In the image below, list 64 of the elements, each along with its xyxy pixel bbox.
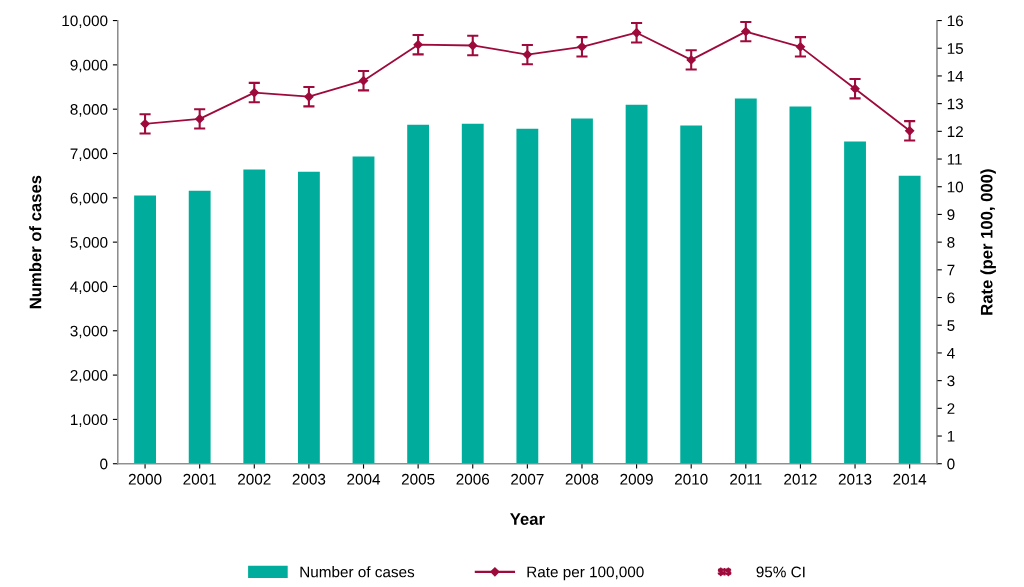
y2-tick-label: 15 [947, 43, 964, 54]
bar [243, 169, 266, 464]
x-axis-title: Year [510, 513, 545, 525]
y-tick-label: 7,000 [70, 148, 108, 161]
y-tick-label: 1,000 [70, 414, 108, 427]
y-tick-label: 2,000 [70, 369, 108, 383]
y-tick-label: 8,000 [70, 104, 108, 117]
x-tick-label: 2011 [730, 473, 762, 485]
y2-tick-label: 7 [947, 264, 955, 276]
bar [625, 104, 648, 464]
y2-tick-label: 8 [947, 237, 955, 248]
y2-tick-label: 0 [947, 458, 955, 470]
x-tick-label: 2009 [620, 473, 653, 485]
legend-label: Number of cases [300, 566, 415, 578]
x-tick-label: 2004 [347, 473, 381, 485]
x-tick-label: 2007 [511, 473, 544, 485]
y2-tick-label: 14 [947, 70, 964, 82]
text: 95% CI [756, 566, 805, 578]
x-tick-label: 2014 [893, 473, 927, 485]
y2-tick-label: 3 [947, 375, 955, 387]
y-tick-label: 4,000 [70, 281, 108, 294]
x-tick-label: 2001 [183, 473, 216, 485]
y-tick-label: 5,000 [70, 237, 108, 250]
bar [844, 141, 866, 464]
bar [680, 125, 703, 464]
legend-label: Rate per 100,000 [527, 566, 644, 581]
x-tick-label: 2006 [456, 473, 490, 485]
y-tick-label: 10,000 [62, 15, 108, 29]
x-tick-label: 2003 [292, 473, 326, 485]
bar [516, 128, 539, 464]
bar [352, 156, 375, 464]
y2-tick-label: 6 [947, 292, 955, 304]
bar [297, 171, 320, 464]
y2-tick-label: 5 [947, 320, 955, 331]
x-tick-label: 2010 [674, 473, 708, 485]
bar [789, 106, 812, 464]
y2-tick-label: 1 [947, 431, 955, 442]
y2-tick-label: 4 [947, 347, 955, 359]
bar [571, 118, 593, 464]
y2-tick-label: 10 [947, 181, 964, 193]
y2-tick-label: 2 [947, 403, 955, 414]
y2-axis-title: Rate (per 100, 000) [980, 169, 996, 315]
y-axis-title: Number of cases [29, 175, 42, 309]
bar [734, 98, 757, 464]
bar [898, 175, 921, 464]
x-tick-label: 2005 [401, 473, 435, 485]
x-tick-label: 2002 [238, 473, 271, 485]
y2-tick-label: 9 [947, 209, 955, 221]
bar [134, 195, 156, 464]
bar [188, 190, 211, 464]
x-tick-label: 2013 [838, 473, 872, 485]
y2-tick-label: 13 [947, 98, 963, 110]
y-tick-label: 9,000 [70, 59, 108, 73]
x-tick-label: 2008 [565, 473, 599, 485]
y2-tick-label: 11 [947, 154, 962, 165]
y-tick-label: 6,000 [70, 192, 108, 206]
y-tick-label: 0 [100, 458, 108, 470]
bar [407, 124, 430, 464]
x-tick-label: 2012 [784, 473, 817, 485]
x-tick-label: 2000 [128, 473, 162, 485]
bar [461, 123, 484, 464]
y-tick-label: 3,000 [70, 325, 108, 339]
y2-tick-label: 12 [947, 126, 963, 137]
y2-tick-label: 16 [947, 15, 963, 27]
